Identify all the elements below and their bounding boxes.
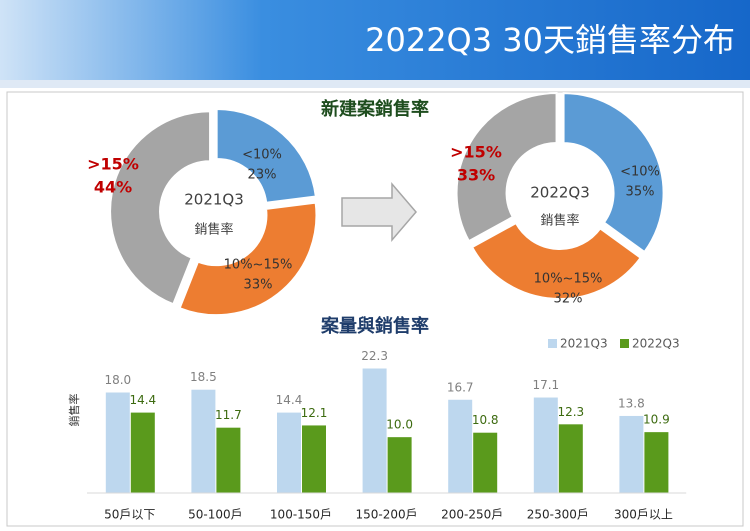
bar-value-label: 10.9 bbox=[643, 413, 670, 427]
bar-value-label: 10.0 bbox=[386, 418, 413, 432]
bar bbox=[277, 412, 301, 493]
x-tick-label: 50戶以下 bbox=[104, 508, 155, 522]
bar-value-label: 13.8 bbox=[618, 396, 645, 410]
bar-value-label: 18.5 bbox=[190, 370, 217, 384]
slice-category: 10%~15% bbox=[534, 272, 603, 287]
legend-swatch bbox=[620, 339, 629, 348]
donut-hole bbox=[512, 147, 608, 243]
slice-category: <10% bbox=[620, 165, 660, 180]
center-label: 銷售率 bbox=[540, 213, 579, 229]
slice-value-label: 35% bbox=[626, 185, 655, 200]
bar bbox=[533, 397, 558, 493]
donut-slice bbox=[109, 110, 212, 306]
bar-value-label: 14.4 bbox=[276, 393, 303, 407]
slice-category: >15% bbox=[87, 155, 139, 174]
bar-value-label: 10.8 bbox=[472, 413, 499, 427]
donut-slice bbox=[178, 201, 318, 317]
slice-value-label: 33% bbox=[244, 278, 273, 293]
bar-value-label: 12.1 bbox=[301, 406, 328, 420]
slice-category: 10%~15% bbox=[224, 258, 293, 273]
bar bbox=[644, 432, 669, 493]
x-tick-label: 250-300戶 bbox=[527, 508, 589, 522]
center-label: 2022Q3 bbox=[530, 184, 590, 202]
bar bbox=[448, 399, 473, 493]
slice-value-label: 44% bbox=[94, 178, 132, 197]
bar bbox=[619, 415, 644, 493]
bar bbox=[105, 392, 130, 493]
center-label: 2021Q3 bbox=[184, 191, 244, 209]
legend-swatch bbox=[548, 339, 557, 348]
legend-label: 2022Q3 bbox=[632, 337, 680, 351]
bar-value-label: 18.0 bbox=[104, 373, 131, 387]
bar-value-label: 12.3 bbox=[557, 405, 584, 419]
x-tick-label: 100-150戶 bbox=[270, 508, 332, 522]
x-tick-label: 200-250戶 bbox=[441, 508, 503, 522]
slice-category: <10% bbox=[242, 148, 282, 163]
bar bbox=[558, 424, 583, 493]
slice-value-label: 33% bbox=[457, 166, 495, 185]
donut-slice bbox=[470, 221, 643, 300]
bar-value-label: 16.7 bbox=[447, 380, 474, 394]
x-tick-label: 50-100戶 bbox=[188, 508, 243, 522]
header-band bbox=[0, 0, 750, 88]
bar bbox=[387, 437, 412, 493]
x-tick-label: 300戶以上 bbox=[614, 508, 673, 522]
bar-value-label: 22.3 bbox=[361, 349, 388, 363]
header-edge bbox=[0, 80, 750, 88]
center-label: 銷售率 bbox=[194, 222, 233, 238]
bar-value-label: 17.1 bbox=[532, 378, 559, 392]
bar bbox=[473, 432, 498, 493]
bar bbox=[302, 425, 326, 493]
bar bbox=[191, 389, 216, 493]
arrow bbox=[341, 181, 417, 243]
legend-label: 2021Q3 bbox=[560, 337, 608, 351]
slice-value-label: 23% bbox=[248, 168, 277, 183]
y-axis-label: 銷售率 bbox=[67, 394, 81, 427]
bar-value-label: 11.7 bbox=[215, 408, 242, 422]
slice-category: >15% bbox=[450, 143, 502, 162]
donut-slice bbox=[455, 91, 558, 243]
donut-slice bbox=[215, 107, 317, 204]
bar bbox=[216, 427, 241, 493]
x-tick-label: 150-200戶 bbox=[356, 508, 418, 522]
chart-title: 案量與銷售率 bbox=[320, 315, 429, 337]
slice-value-label: 32% bbox=[554, 292, 583, 307]
donut-hole bbox=[166, 164, 262, 260]
bar bbox=[362, 368, 387, 493]
donut-slice bbox=[562, 92, 665, 254]
chart-title: 新建案銷售率 bbox=[321, 98, 429, 120]
slide-title: 2022Q3 30天銷售率分布 bbox=[365, 21, 735, 59]
bar bbox=[130, 412, 155, 493]
bar-value-label: 14.4 bbox=[129, 393, 156, 407]
